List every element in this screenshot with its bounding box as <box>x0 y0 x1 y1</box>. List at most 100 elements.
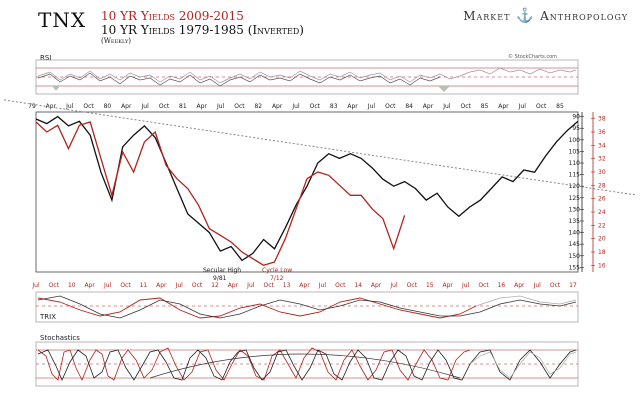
right-black-tick-label: 110 <box>569 160 581 167</box>
top-tick-label: Jul <box>141 103 150 110</box>
top-tick-label: 79 <box>28 103 36 110</box>
top-tick-label: Apr <box>46 103 57 110</box>
bottom-tick-label: Oct <box>120 282 131 289</box>
trix-label: TRIX <box>39 313 56 321</box>
bottom-tick-label: Jul <box>318 282 327 289</box>
bottom-tick-label: 14 <box>354 282 362 289</box>
stoch-label: Stochastics <box>40 334 80 342</box>
right-black-tick-label: 95 <box>572 125 580 132</box>
right-black-tick-label: 145 <box>569 241 581 248</box>
top-tick-label: 81 <box>179 103 187 110</box>
title-black-series: 10 YR Yields 1979-1985 (Inverted) <box>101 23 304 37</box>
right-black-tick-label: 100 <box>569 137 581 144</box>
bottom-tick-label: 16 <box>498 282 506 289</box>
bottom-tick-label: Apr <box>156 282 167 289</box>
right-black-tick-label: 105 <box>569 148 581 155</box>
trendline <box>3 99 637 196</box>
top-tick-label: 84 <box>405 103 413 110</box>
right-red-tick-label: 32 <box>598 156 606 163</box>
top-tick-label: 85 <box>556 103 564 110</box>
right-red-tick-label: 28 <box>598 182 606 189</box>
annotation-secular-high-date: 9/81 <box>213 275 227 282</box>
top-tick-label: Jul <box>442 103 451 110</box>
top-tick-label: Oct <box>461 103 472 110</box>
stoch-red-line <box>37 347 471 381</box>
right-red-tick-label: 16 <box>598 262 606 269</box>
right-red-tick-label: 26 <box>598 196 606 203</box>
top-tick-label: 85 <box>481 103 489 110</box>
right-black-tick-label: 150 <box>569 253 581 260</box>
top-axis-ticks: 79 Apr Jul Oct 80 Apr Jul Oct 81 Apr Jul Oct 82 Apr Ju… <box>28 103 564 110</box>
bottom-tick-label: Oct <box>478 282 489 289</box>
right-black-tick-label: 130 <box>569 206 581 213</box>
bottom-axis-ticks: Jul Oct 10 Apr Jul Oct 11 Apr Jul Oct 12 Apr Jul Oct 1… <box>31 282 577 289</box>
bottom-tick-label: Jul <box>246 282 255 289</box>
top-tick-label: 82 <box>254 103 262 110</box>
top-tick-label: Apr <box>498 103 509 110</box>
top-tick-label: Apr <box>272 103 283 110</box>
annotation-secular-high: Secular High <box>203 267 241 274</box>
top-tick-label: Jul <box>518 103 527 110</box>
trix-grey-line <box>475 295 577 307</box>
top-tick-label: Oct <box>536 103 547 110</box>
annotation-cycle-low: Cycle Low <box>262 267 292 274</box>
top-tick-label: Jul <box>291 103 300 110</box>
top-tick-label: Apr <box>347 103 358 110</box>
title-red-series: 10 YR Yields 2009-2015 <box>101 9 244 23</box>
anchor-icon: ⚓ <box>516 8 535 24</box>
top-tick-label: Jul <box>65 103 74 110</box>
trix-panel-frame <box>35 291 579 323</box>
annotation-cycle-low-date: 7/12 <box>270 275 284 282</box>
right-black-tick-label: 135 <box>569 218 581 225</box>
bottom-tick-label: Apr <box>514 282 525 289</box>
top-tick-label: Oct <box>385 103 396 110</box>
rsi-oversold-fill <box>52 86 60 91</box>
right-black-tick-label: 155 <box>569 264 581 271</box>
stoch-grey-line <box>469 351 577 379</box>
top-tick-label: Oct <box>310 103 321 110</box>
period-label: (Weekly) <box>101 37 131 45</box>
bottom-tick-label: Jul <box>389 282 398 289</box>
bottom-tick-label: Apr <box>443 282 454 289</box>
top-tick-label: Jul <box>367 103 376 110</box>
bottom-tick-label: Jul <box>103 282 112 289</box>
series-1979-1985 <box>35 115 579 262</box>
right-black-tick-label: 120 <box>569 183 581 190</box>
ticker-symbol: TNX <box>38 8 87 32</box>
price-panel-frame <box>35 111 579 273</box>
rsi-label: RSI <box>40 54 51 62</box>
bottom-tick-label: Apr <box>228 282 239 289</box>
rsi-line-grey <box>37 67 577 84</box>
bottom-tick-label: Oct <box>335 282 346 289</box>
top-tick-label: 80 <box>104 103 112 110</box>
bottom-tick-label: Apr <box>85 282 96 289</box>
series-2009-2015 <box>35 121 406 267</box>
right-red-tick-label: 34 <box>598 142 606 149</box>
bottom-tick-label: Jul <box>533 282 542 289</box>
right-black-tick-label: 90 <box>572 114 580 121</box>
bottom-tick-label: 13 <box>283 282 291 289</box>
stoch-black-line <box>37 349 577 381</box>
bottom-tick-label: Oct <box>49 282 60 289</box>
bottom-tick-label: Oct <box>192 282 203 289</box>
brand-left: Market <box>463 9 511 23</box>
bottom-tick-label: Apr <box>371 282 382 289</box>
bottom-tick-label: Jul <box>175 282 184 289</box>
right-black-tick-label: 140 <box>569 230 581 237</box>
top-tick-label: Apr <box>197 103 208 110</box>
right-red-tick-label: 20 <box>598 236 606 243</box>
bottom-tick-label: 17 <box>569 282 577 289</box>
right-red-tick-label: 18 <box>598 249 606 256</box>
bottom-tick-label: Apr <box>299 282 310 289</box>
bottom-tick-label: Jul <box>461 282 470 289</box>
top-tick-label: Jul <box>216 103 225 110</box>
right-red-tick-label: 36 <box>598 129 606 136</box>
bottom-tick-label: Jul <box>31 282 40 289</box>
brand-right: Anthropology <box>540 9 628 23</box>
right-black-tick-label: 115 <box>569 172 581 179</box>
top-tick-label: Oct <box>234 103 245 110</box>
top-tick-label: Apr <box>121 103 132 110</box>
right-red-tick-label: 24 <box>598 209 606 216</box>
trix-red-line <box>37 297 477 319</box>
